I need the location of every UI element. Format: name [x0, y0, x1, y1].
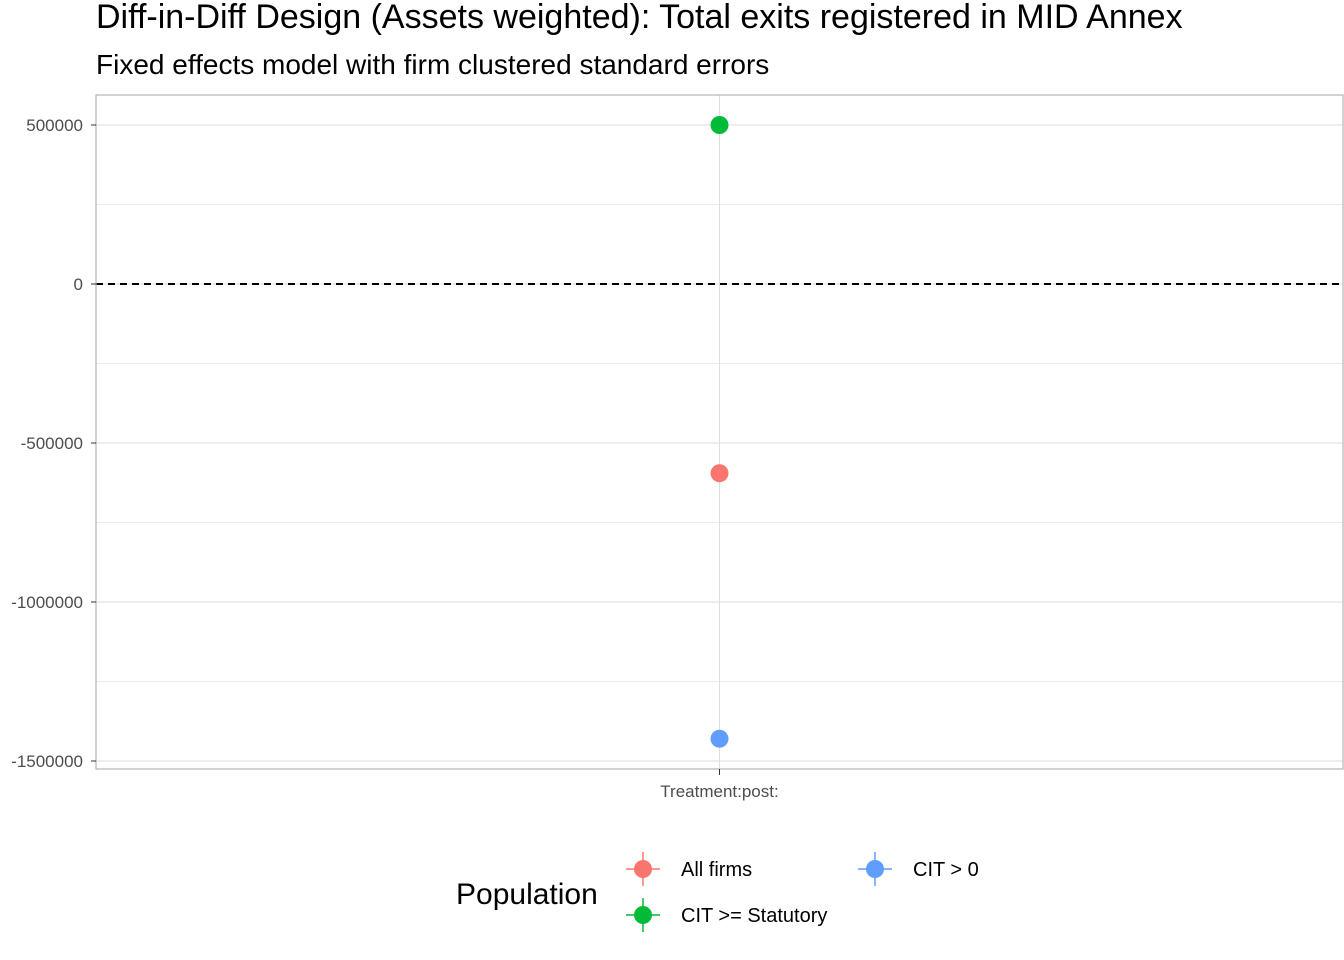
y-tick-label: -1000000	[11, 593, 83, 612]
legend-item: CIT >= Statutory	[626, 898, 827, 932]
data-points	[710, 116, 729, 748]
legend-key-point	[866, 860, 884, 878]
legend: All firms CIT >= Statutory CIT > 0	[626, 852, 979, 932]
legend-key-point	[634, 860, 652, 878]
legend-label: CIT >= Statutory	[681, 905, 827, 927]
y-tick-label: 500000	[26, 116, 83, 135]
legend-title: Population	[456, 878, 598, 911]
legend-item: All firms	[626, 852, 752, 886]
data-point	[710, 464, 729, 483]
legend-label: All firms	[681, 859, 752, 881]
chart-title: Diff-in-Diff Design (Assets weighted): T…	[96, 0, 1183, 36]
major-gridlines	[96, 95, 1343, 769]
y-tick-label: 0	[74, 275, 83, 294]
y-tick-label: -500000	[21, 434, 83, 453]
chart-subtitle: Fixed effects model with firm clustered …	[96, 49, 769, 80]
data-point	[710, 116, 729, 134]
legend-label: CIT > 0	[913, 859, 979, 881]
legend-key-point	[634, 906, 652, 924]
y-tick-label: -1500000	[11, 752, 83, 771]
x-tick-label: Treatment:post:	[660, 782, 778, 801]
data-point	[710, 729, 729, 748]
x-axis: Treatment:post:	[660, 769, 779, 801]
legend-item: CIT > 0	[858, 852, 979, 886]
y-axis: 500000 0 -500000 -1000000 -1500000	[11, 116, 96, 771]
